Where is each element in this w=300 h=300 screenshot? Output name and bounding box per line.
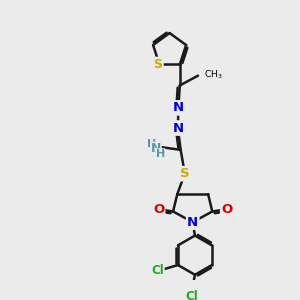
Text: Cl: Cl bbox=[152, 263, 164, 277]
Text: Cl: Cl bbox=[185, 290, 198, 300]
Text: N: N bbox=[151, 142, 161, 155]
Text: S: S bbox=[154, 58, 163, 71]
Text: H: H bbox=[156, 149, 165, 159]
Text: N: N bbox=[173, 101, 184, 114]
Text: O: O bbox=[221, 203, 232, 216]
Text: N: N bbox=[172, 122, 183, 134]
Text: N: N bbox=[187, 216, 198, 229]
Text: CH$_3$: CH$_3$ bbox=[204, 68, 223, 80]
Text: O: O bbox=[153, 203, 164, 216]
Text: S: S bbox=[180, 167, 190, 180]
Text: H: H bbox=[147, 139, 156, 149]
